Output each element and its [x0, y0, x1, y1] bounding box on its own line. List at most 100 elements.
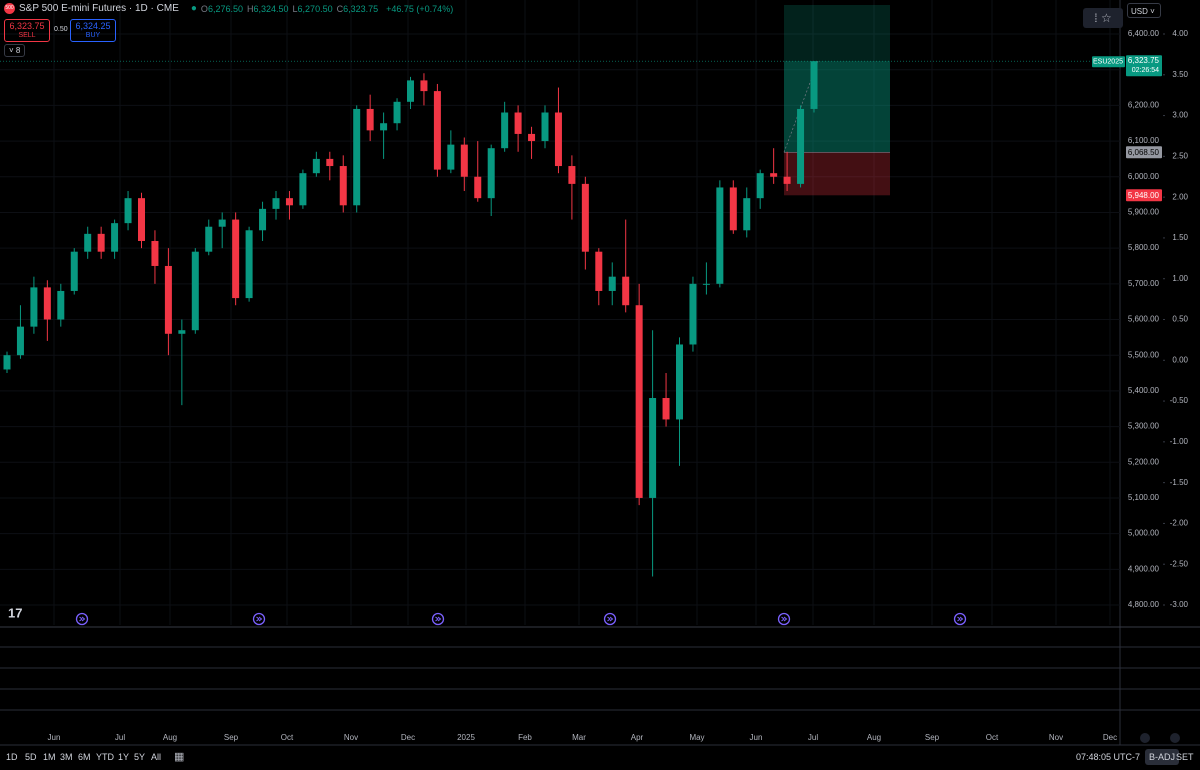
candle-body [541, 112, 549, 142]
candle-body [689, 283, 697, 345]
candle-body [514, 112, 522, 134]
x-tick-label: Mar [572, 733, 586, 742]
candle-body [84, 233, 92, 252]
candle-body [30, 287, 38, 327]
candle-body [676, 344, 683, 420]
entry-label: 6,068.50 [1128, 148, 1160, 157]
x-tick-label: Dec [401, 733, 415, 742]
currency-select[interactable]: USD ˅ [1127, 3, 1161, 18]
candle-body [245, 230, 253, 299]
candle-body [635, 305, 643, 498]
candle-body [3, 355, 11, 370]
title[interactable]: S&P 500 E-mini Futures · 1D · CME [19, 3, 179, 14]
event-marker [603, 612, 617, 626]
range-button[interactable]: 1Y [118, 752, 130, 762]
candle-body [205, 226, 213, 252]
ohlc-key: H [246, 3, 254, 14]
range-button[interactable]: 1M [43, 752, 56, 762]
event-arrow [256, 616, 263, 622]
event-marker [777, 612, 791, 626]
tradingview-logo: 17 [8, 605, 22, 620]
candle-body [43, 287, 51, 320]
x-tick-label: Oct [281, 733, 294, 742]
date-range-button[interactable]: ▦ [174, 751, 185, 763]
candle-body [649, 398, 657, 498]
range-button[interactable]: YTD [96, 752, 114, 762]
candle-body [232, 219, 240, 299]
candle-body [353, 108, 361, 206]
y-tick-label: 6,200.00 [1128, 100, 1160, 109]
y2-tick-label: -2.50 [1170, 559, 1189, 568]
x-tick-label: Aug [867, 733, 881, 742]
candle-body [312, 158, 320, 174]
y2-tick-label: 0.00 [1172, 355, 1188, 364]
sell-button[interactable]: 6,323.75 SELL [4, 19, 50, 42]
favorite-button[interactable]: ⁞ ☆ [1083, 8, 1123, 28]
y-tick-label: 5,300.00 [1128, 422, 1160, 431]
candle-body [433, 91, 441, 170]
range-button[interactable]: 5Y [134, 752, 146, 762]
change: +46.75 (+0.74%) [386, 3, 454, 14]
candle-body [716, 187, 724, 284]
adjust-button[interactable]: B-ADJ [1145, 749, 1180, 765]
candle-body [487, 148, 495, 199]
y2-tick-label: -1.50 [1170, 478, 1189, 487]
candle-body [218, 219, 226, 227]
candle-body [460, 144, 468, 177]
candle-body [124, 198, 132, 224]
y-tick-label: 5,900.00 [1128, 208, 1160, 217]
y-tick-label: 4,900.00 [1128, 564, 1160, 573]
candle-body [380, 123, 388, 131]
candle-body [756, 173, 764, 199]
candle-body [501, 112, 509, 149]
candle-body [528, 133, 536, 142]
last-price-badge [1126, 55, 1162, 77]
candle-body [797, 108, 805, 184]
settings-button[interactable]: SET [1176, 752, 1194, 762]
candle-body [299, 173, 307, 206]
candle-body [326, 158, 334, 167]
candle-body [97, 233, 105, 252]
y-tick-label: 6,100.00 [1128, 136, 1160, 145]
sell-price: 6,323.75 [9, 21, 45, 31]
candle-body [554, 112, 562, 167]
entry-badge [1126, 146, 1162, 159]
range-button[interactable]: 6M [78, 752, 91, 762]
x-tick-label: Jun [48, 733, 61, 742]
candle-body [111, 223, 119, 252]
axis-button [1140, 733, 1150, 743]
event-marker [431, 612, 445, 626]
x-tick-label: Jul [808, 733, 818, 742]
range-button[interactable]: 3M [60, 752, 73, 762]
x-tick-label: Nov [1049, 733, 1063, 742]
candle-body [138, 198, 145, 241]
range-button[interactable]: 1D [6, 752, 18, 762]
ohlc-key: O [200, 3, 208, 14]
status-dot: ● [190, 3, 197, 14]
candle-body [702, 283, 710, 285]
ohlc-value: 6,276.50 [207, 3, 243, 14]
y2-tick-label: 1.50 [1172, 233, 1188, 242]
candle-body [810, 61, 818, 109]
buy-button[interactable]: 6,324.25 BUY [70, 19, 116, 42]
event-arrow [435, 616, 442, 622]
event-arrow [607, 616, 614, 622]
event-arrow [957, 616, 964, 622]
candle-body [259, 208, 267, 231]
candle-body [770, 173, 778, 177]
range-button[interactable]: 5D [25, 752, 37, 762]
candle-body [178, 330, 186, 334]
y2-tick-label: 3.00 [1172, 111, 1188, 120]
y2-tick-label: -2.00 [1170, 519, 1189, 528]
range-button[interactable]: All [151, 752, 162, 762]
candle-body [729, 187, 737, 231]
y-tick-label: 5,600.00 [1128, 315, 1160, 324]
y2-tick-label: 0.50 [1172, 315, 1188, 324]
events [75, 612, 967, 626]
x-tick-label: Feb [518, 733, 532, 742]
indicators-count: 8 [15, 46, 21, 55]
indicators-toggle[interactable]: ˅ 8 [4, 44, 26, 57]
